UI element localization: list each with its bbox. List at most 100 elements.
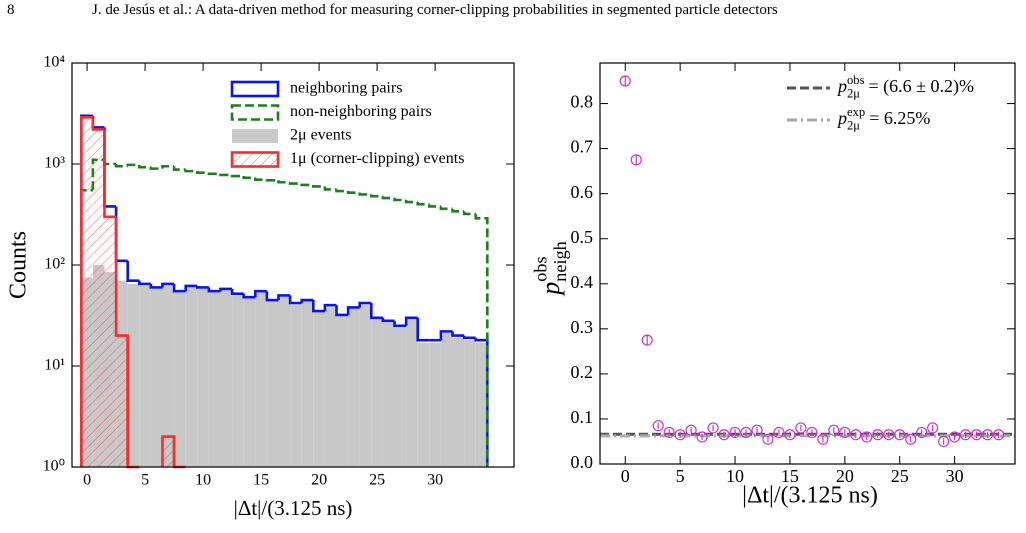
bar-outline <box>381 196 395 200</box>
legend-swatch <box>232 152 278 167</box>
subscript: 2μ <box>847 86 860 100</box>
y-tick-label: 10¹ <box>44 357 65 374</box>
bar <box>255 292 267 467</box>
bar-outline <box>219 287 233 292</box>
subscript: 2μ <box>847 118 860 132</box>
bar-outline <box>462 211 476 216</box>
bar-outline <box>253 177 267 181</box>
page-number: 8 <box>7 2 15 18</box>
bar-outline <box>370 303 383 320</box>
bar-outline <box>161 282 175 288</box>
bar-outline <box>393 198 407 202</box>
bar-outline <box>103 127 117 208</box>
bar-hatch <box>162 436 175 467</box>
bar-outline <box>300 183 314 187</box>
y-tick-label: 10⁴ <box>43 54 65 71</box>
bar <box>371 319 383 467</box>
point <box>707 422 719 434</box>
legend-swatch <box>230 80 280 98</box>
bar-outline <box>277 294 291 301</box>
bar <box>440 333 453 467</box>
bar-outline <box>439 206 453 211</box>
bar-outline <box>335 305 349 317</box>
legend-swatch <box>230 151 280 168</box>
point <box>718 429 730 441</box>
point <box>949 431 961 443</box>
bar <box>417 342 430 467</box>
point <box>850 429 862 441</box>
label-text: = (6.6 ± 0.2)% <box>869 76 975 97</box>
bar-outline <box>474 213 489 467</box>
x-tick-label: 5 <box>141 472 149 489</box>
point <box>630 154 642 166</box>
symbol: p <box>836 76 847 96</box>
bar <box>243 298 256 467</box>
bar-outline <box>184 169 198 173</box>
bar-outline <box>451 208 465 213</box>
bar-hatch <box>92 129 105 467</box>
bar-outline <box>172 283 186 293</box>
point <box>641 334 653 346</box>
x-tick-label: 0 <box>621 466 630 486</box>
bar-outline <box>439 330 453 341</box>
bar-outline <box>370 194 383 198</box>
bar <box>394 327 407 467</box>
bar <box>290 305 302 467</box>
x-tick-label: 25 <box>891 466 909 486</box>
y-tick-label: 0.5 <box>571 227 594 247</box>
y-tick-label: 0.4 <box>571 272 594 292</box>
bar-outline <box>126 260 140 282</box>
point <box>762 433 774 445</box>
y-tick-label: 10² <box>44 256 65 273</box>
bar <box>197 288 209 467</box>
x-tick-label: 30 <box>427 472 443 489</box>
bar <box>301 301 314 467</box>
point <box>751 424 763 436</box>
point <box>685 424 697 436</box>
x-tick-label: 10 <box>726 466 744 486</box>
y-tick-label: 10⁰ <box>43 458 65 475</box>
bar-outline <box>219 173 233 177</box>
point <box>740 426 752 439</box>
y-tick-label: 0.2 <box>571 362 594 382</box>
y-tick-label: 0.6 <box>571 182 594 202</box>
bar-outline <box>265 291 279 302</box>
bar-outline <box>161 164 175 169</box>
bar-hatch <box>104 216 117 467</box>
bar <box>278 297 291 467</box>
bar-outline <box>404 200 418 204</box>
bar-outline <box>428 204 441 208</box>
point <box>927 422 939 434</box>
y-tick-label: 0.7 <box>571 137 594 157</box>
bar-outline <box>114 164 128 168</box>
x-tick-label: 10 <box>195 472 211 489</box>
point <box>883 429 895 441</box>
bar-outline <box>335 189 349 193</box>
bar-outline <box>288 182 302 185</box>
bar-outline <box>91 117 105 131</box>
legend-label: p2μobs = (6.6 ± 0.2)% <box>836 73 974 101</box>
bar-outline <box>91 115 105 129</box>
bar-outline <box>265 178 279 182</box>
point <box>839 426 851 439</box>
bar <box>150 288 163 467</box>
y-tick-label: 0.8 <box>571 92 594 112</box>
legend-label: non-neighboring pairs <box>290 103 432 120</box>
point <box>674 429 686 441</box>
bar <box>139 285 151 467</box>
superscript: obs <box>847 73 865 87</box>
bar <box>429 342 441 467</box>
bar-outline <box>195 285 209 289</box>
point <box>905 433 917 445</box>
point <box>894 429 906 441</box>
bar-outline <box>346 306 360 315</box>
bar-outline <box>184 284 198 292</box>
point <box>992 429 1005 441</box>
bar <box>464 340 476 467</box>
bar <box>359 305 372 467</box>
x-tick-label: 0 <box>83 472 91 489</box>
point <box>872 429 884 441</box>
bar-outline <box>277 180 291 184</box>
bar <box>313 312 325 467</box>
point <box>696 431 708 443</box>
